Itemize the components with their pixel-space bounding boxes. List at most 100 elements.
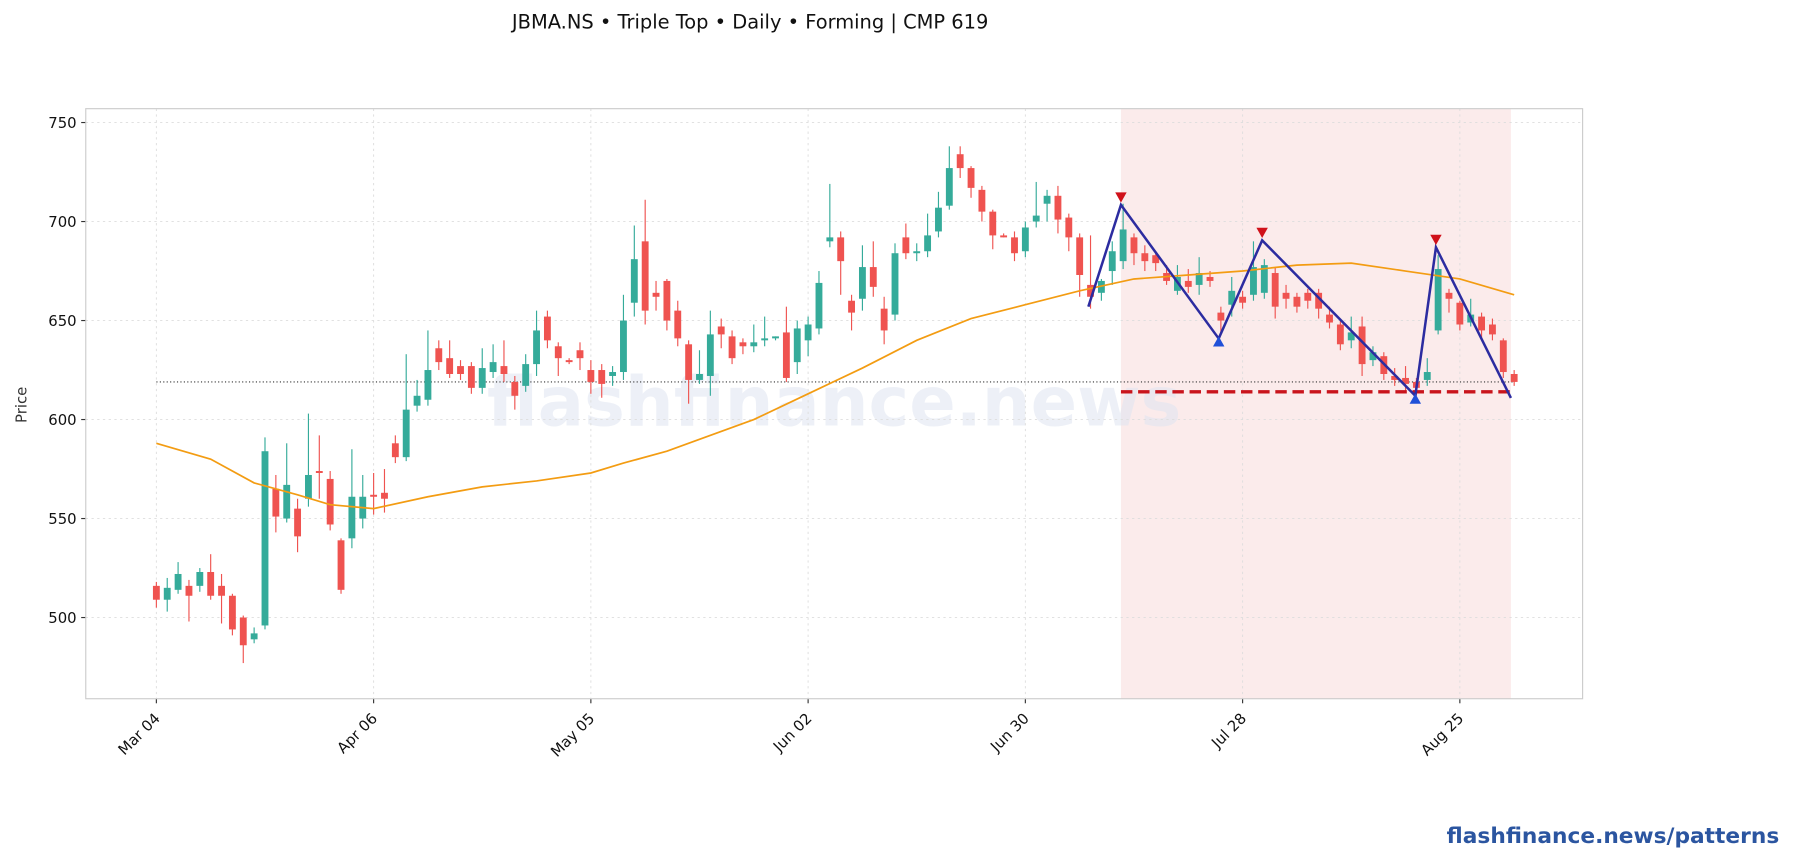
candle-body: [663, 280, 671, 321]
candle-body: [1141, 253, 1149, 262]
candle-body: [467, 366, 475, 388]
candle-body: [630, 259, 638, 303]
candle-body: [1195, 273, 1203, 285]
candle-body: [1228, 290, 1236, 305]
peak-marker: [1430, 234, 1442, 245]
candle-body: [967, 168, 975, 188]
candle-body: [283, 484, 291, 519]
candle-body: [1217, 312, 1225, 321]
candle-body: [1032, 215, 1040, 222]
candle-body: [1021, 227, 1029, 252]
candle-body: [1282, 292, 1290, 299]
candle-body: [935, 207, 942, 232]
candle-body: [587, 370, 595, 382]
candle-body: [152, 585, 160, 600]
candle-body: [533, 330, 540, 365]
candle-body: [598, 370, 606, 384]
candle-body: [1271, 273, 1279, 307]
candle-body: [989, 211, 997, 236]
candle-body: [1152, 255, 1160, 264]
candle-body: [207, 572, 215, 596]
candle-body: [1260, 265, 1268, 293]
candle-body: [315, 471, 323, 474]
candle-body: [554, 346, 562, 359]
candle-body: [848, 300, 855, 313]
candle-body: [228, 595, 236, 630]
candle-body: [826, 237, 834, 242]
candle-body: [761, 338, 769, 341]
candle-body: [511, 381, 519, 396]
candle-body: [750, 342, 758, 347]
candle-body: [869, 267, 877, 287]
candle-body: [978, 189, 986, 212]
candle-body: [196, 572, 204, 586]
candle-body: [435, 348, 443, 363]
candle-body: [641, 241, 649, 311]
candle-body: [728, 336, 736, 359]
candle-body: [413, 395, 421, 406]
candle-body: [391, 443, 399, 458]
candle-body: [1087, 284, 1094, 297]
candle-body: [1206, 276, 1214, 281]
pattern-line: [1087, 202, 1513, 399]
candle-body: [793, 328, 801, 363]
candle-body: [620, 320, 627, 373]
candle-body: [1130, 237, 1138, 254]
candle-body: [1336, 324, 1344, 345]
candle-body: [652, 292, 660, 297]
candle-body: [782, 332, 790, 378]
candle-body: [1326, 314, 1333, 323]
candle-body: [1108, 251, 1116, 272]
candle-body: [1000, 235, 1008, 238]
candle-body: [1456, 302, 1464, 325]
candle-body: [402, 409, 410, 458]
y-tick-label: 500: [48, 609, 76, 627]
candle-body: [1043, 195, 1051, 204]
candle-body: [1402, 377, 1409, 384]
candle-body: [956, 154, 964, 169]
candle-body: [913, 251, 921, 254]
pattern-zone: [1120, 108, 1511, 699]
candle-body: [1347, 332, 1355, 341]
candle-body: [1499, 340, 1507, 373]
y-axis-label: Price: [12, 387, 30, 423]
y-tick-label: 750: [48, 114, 76, 132]
candle-body: [1184, 280, 1192, 287]
candle-body: [261, 451, 269, 626]
candle-body: [500, 366, 508, 374]
candle-body: [815, 282, 823, 329]
candle-body: [565, 360, 573, 363]
candle-body: [696, 373, 703, 380]
candle-body: [1293, 296, 1301, 307]
candle-body: [706, 334, 714, 376]
candle-body: [326, 478, 334, 525]
candle-body: [1478, 316, 1486, 331]
candle-body: [489, 362, 497, 373]
candle-body: [174, 573, 182, 590]
plot-frame: [85, 108, 1584, 700]
candle-body: [772, 336, 779, 339]
candle-body: [1065, 217, 1073, 238]
candle-body: [348, 496, 356, 539]
candle-body: [902, 237, 910, 254]
peak-marker: [1256, 227, 1268, 239]
chart-title: JBMA.NS • Triple Top • Daily • Forming |…: [511, 11, 988, 34]
candle-body: [381, 492, 388, 499]
candle-body: [185, 585, 193, 596]
candle-body: [717, 326, 725, 335]
candle-body: [250, 633, 258, 640]
candle-body: [576, 350, 584, 359]
candle-body: [218, 585, 225, 596]
candle-body: [1239, 296, 1247, 303]
y-tick-label: 550: [48, 510, 76, 528]
candle-body: [424, 370, 432, 400]
peak-marker: [1115, 192, 1127, 203]
candle-body: [1250, 267, 1257, 295]
candle-body: [239, 617, 247, 646]
candle-body: [272, 488, 280, 517]
candle-body: [674, 310, 682, 339]
candle-body: [522, 364, 530, 386]
